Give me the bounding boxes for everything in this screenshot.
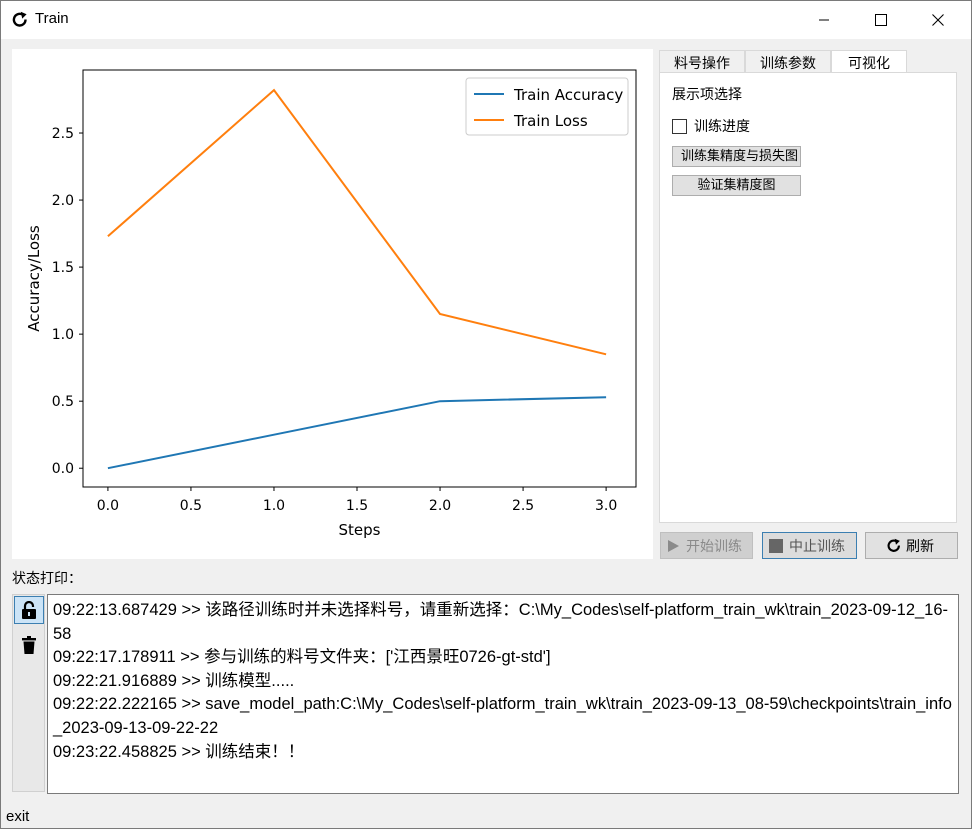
- accuracy-loss-chart: 0.0 0.5 1.0 1.5 2.0 2.5 3.0 0.0 0.5 1.0 1.5 2.0 2.5 S…: [25, 69, 637, 539]
- x-tick-label: 1.0: [263, 498, 285, 514]
- refresh-label: 刷新: [906, 538, 934, 555]
- x-tick-label: 2.0: [429, 498, 451, 514]
- lock-button[interactable]: [14, 596, 44, 624]
- progress-checkbox-row[interactable]: 训练进度: [672, 116, 750, 136]
- trash-icon: [22, 636, 36, 654]
- legend-box: [465, 77, 629, 136]
- tab-visualization[interactable]: 可视化: [831, 50, 907, 74]
- progress-checkbox[interactable]: [672, 118, 687, 134]
- series-line-0: [107, 396, 607, 470]
- start-train-button[interactable]: 开始训练: [660, 532, 753, 559]
- x-tick-label: 0.0: [97, 498, 119, 514]
- start-train-label: 开始训练: [686, 538, 742, 555]
- window-title: Train: [35, 10, 69, 27]
- x-tick-label: 0.5: [180, 498, 202, 514]
- val-plot-button[interactable]: 验证集精度图: [672, 175, 801, 196]
- x-tick-label: 2.5: [512, 498, 534, 514]
- y-tick-label: 1.5: [52, 260, 74, 276]
- maximize-button[interactable]: [858, 1, 904, 39]
- log-line: 09:23:22.458825 >> 训练结束！！: [53, 742, 305, 761]
- legend-label-1: Train Loss: [513, 112, 588, 130]
- status-print-label: 状态打印：: [12, 571, 82, 587]
- progress-checkbox-label: 训练进度: [694, 119, 750, 135]
- axes-frame: [82, 69, 637, 488]
- log-line: 09:22:17.178911 >> 参与训练的料号文件夹：['江西景旺0726…: [53, 648, 551, 667]
- tab-bar: 料号操作 训练参数 可视化: [659, 50, 907, 74]
- y-tick-label: 1.0: [52, 327, 74, 343]
- y-tick-label: 2.5: [52, 126, 74, 142]
- display-options-heading: 展示项选择: [672, 87, 742, 103]
- y-tick-label: 0.0: [52, 461, 74, 477]
- status-bar-text: exit: [6, 808, 30, 825]
- y-tick-label: 2.0: [52, 193, 74, 209]
- series-line-1: [107, 88, 607, 356]
- minimize-button[interactable]: [801, 1, 847, 39]
- stop-train-label: 中止训练: [789, 538, 845, 555]
- refresh-icon: [887, 538, 900, 552]
- play-icon: [668, 539, 679, 552]
- close-icon: [932, 14, 944, 26]
- minimize-icon: [819, 19, 829, 21]
- log-line: 09:22:13.687429 >> 该路径训练时并未选择料号，请重新选择：C:…: [53, 601, 949, 643]
- y-axis-label: Accuracy/Loss: [25, 225, 43, 332]
- title-bar[interactable]: Train: [1, 1, 971, 39]
- visualization-panel: 展示项选择 训练进度 训练集精度与损失图 验证集精度图: [659, 72, 957, 523]
- refresh-icon: [12, 11, 27, 27]
- y-tick-label: 0.5: [52, 394, 74, 410]
- unlock-icon: [22, 601, 36, 619]
- close-button[interactable]: [915, 1, 961, 39]
- stop-icon: [769, 538, 783, 553]
- chart-area: 0.0 0.5 1.0 1.5 2.0 2.5 3.0 0.0 0.5 1.0 1.5 2.0 2.5 S…: [12, 49, 653, 559]
- tab-material-ops[interactable]: 料号操作: [659, 50, 745, 73]
- x-axis-label: Steps: [339, 521, 381, 539]
- refresh-button[interactable]: 刷新: [865, 532, 958, 559]
- log-line: 09:22:22.222165 >> save_model_path:C:\My…: [53, 695, 952, 737]
- x-tick-label: 3.0: [595, 498, 617, 514]
- x-tick-label: 1.5: [346, 498, 368, 514]
- status-log[interactable]: 09:22:13.687429 >> 该路径训练时并未选择料号，请重新选择：C:…: [47, 594, 959, 794]
- tab-train-params[interactable]: 训练参数: [745, 50, 831, 73]
- train-plot-button[interactable]: 训练集精度与损失图: [672, 146, 801, 167]
- log-line: 09:22:21.916889 >> 训练模型.....: [53, 671, 295, 690]
- clear-log-button[interactable]: [14, 631, 44, 659]
- stop-train-button[interactable]: 中止训练: [762, 532, 857, 559]
- log-toolbar: [12, 594, 45, 792]
- legend-label-0: Train Accuracy: [513, 86, 623, 104]
- maximize-icon: [875, 14, 887, 26]
